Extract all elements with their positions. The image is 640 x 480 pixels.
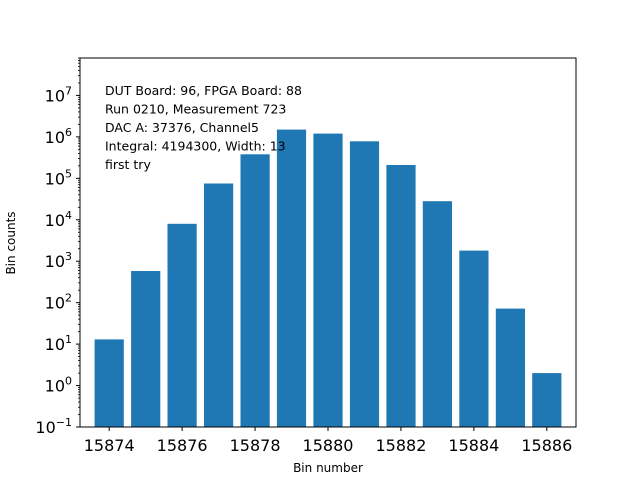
x-tick-label: 15876 [157,436,208,455]
annotation-line: DAC A: 37376, Channel5 [105,120,259,135]
bar-15882 [386,165,416,427]
annotation-block: DUT Board: 96, FPGA Board: 88 Run 0210, M… [105,83,302,172]
y-tick-label: 106 [45,126,72,147]
annotation-line: Integral: 4194300, Width: 13 [105,139,286,154]
bar-15880 [313,133,343,427]
bar-15875 [131,271,161,427]
x-tick-label: 15882 [375,436,426,455]
plot-frame [79,57,577,428]
y-tick-label: 103 [45,250,72,271]
x-tick-label: 15884 [448,436,499,455]
y-axis-label: Bin counts [4,211,18,274]
y-tick-label: 105 [45,167,72,188]
bar-15883 [422,201,452,427]
annotation-line: first try [105,157,151,172]
annotation-line: Run 0210, Measurement 723 [105,102,286,117]
bar-15876 [167,223,197,427]
x-tick-label: 15886 [521,436,572,455]
bar-series [94,129,562,428]
bar-15884 [459,250,489,427]
bar-15874 [94,339,124,427]
bar-15877 [204,183,234,427]
bar-15879 [276,129,307,427]
x-tick-label: 15880 [303,436,354,455]
y-tick-label: 104 [45,209,72,230]
bar-15886 [532,373,562,427]
annotation-line: DUT Board: 96, FPGA Board: 88 [105,83,302,98]
x-tick-label: 15874 [84,436,135,455]
bar-15881 [349,141,380,428]
y-tick-label: 102 [45,292,72,313]
y-tick-label: 107 [45,84,72,105]
bar-15878 [240,154,270,428]
bar-15885 [495,308,525,427]
y-tick-label: 100 [45,375,72,396]
y-tick-label: 101 [45,333,72,354]
x-axis-label: Bin number [293,461,363,475]
y-axis-ticks: 10−1 100 101 102 103 104 105 106 107 [35,57,80,437]
y-tick-label: 10−1 [35,416,72,437]
x-axis-ticks: 15874 15876 15878 15880 15882 15884 15886 [84,427,572,455]
x-tick-label: 15878 [230,436,281,455]
